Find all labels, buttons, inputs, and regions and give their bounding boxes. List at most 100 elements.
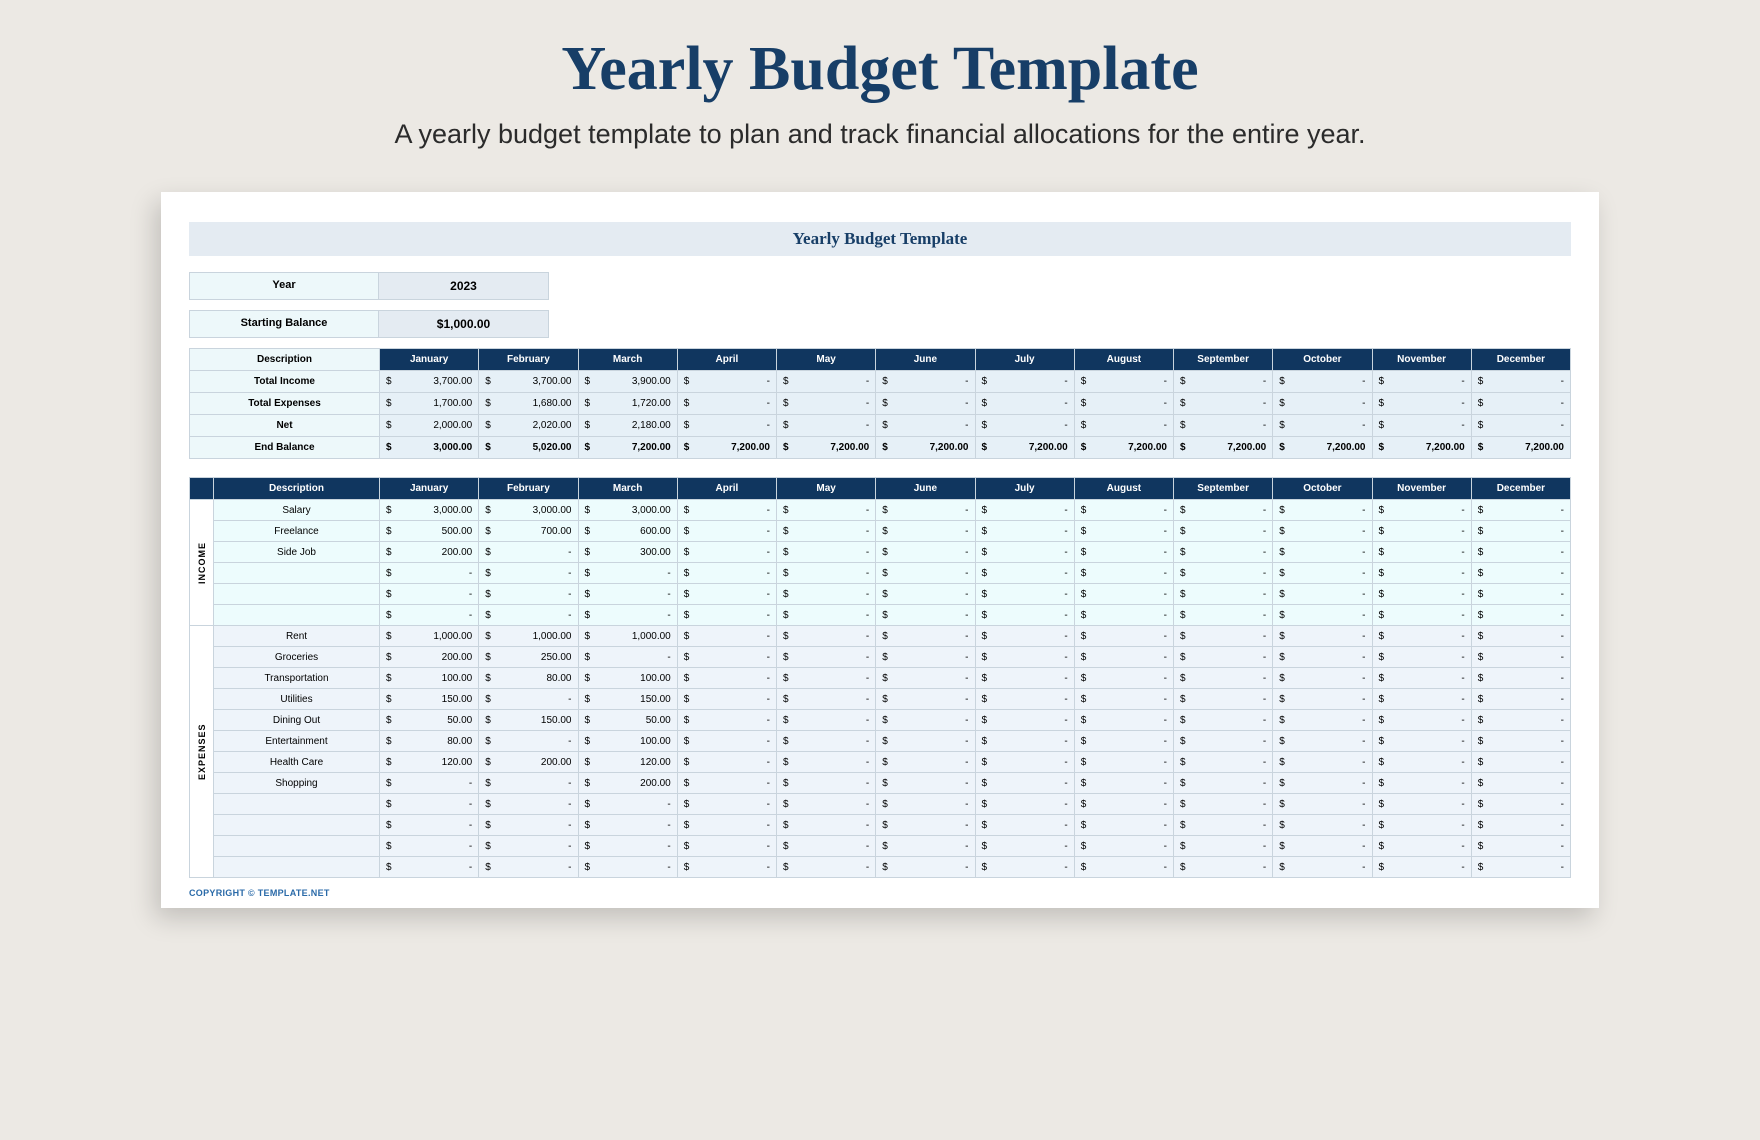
detail-cell: $-	[876, 710, 975, 731]
detail-description-header: Description	[214, 478, 380, 500]
detail-cell: $-	[380, 794, 479, 815]
detail-cell: $-	[1471, 836, 1570, 857]
detail-cell: $-	[677, 626, 776, 647]
detail-cell: $-	[1174, 857, 1273, 878]
detail-cell: $-	[876, 521, 975, 542]
summary-month-header: February	[479, 349, 578, 371]
detail-cell: $80.00	[380, 731, 479, 752]
detail-cell: $-	[1174, 647, 1273, 668]
detail-cell: $-	[975, 857, 1074, 878]
detail-cell: $-	[578, 836, 677, 857]
detail-cell: $-	[1174, 668, 1273, 689]
detail-cell: $-	[1074, 521, 1173, 542]
detail-cell: $3,000.00	[380, 500, 479, 521]
summary-cell: $-	[1273, 371, 1372, 393]
summary-month-header: August	[1074, 349, 1173, 371]
detail-cell: $-	[777, 647, 876, 668]
year-row: Year 2023	[189, 272, 1571, 300]
detail-cell: $-	[479, 731, 578, 752]
detail-row-label: Shopping	[214, 773, 380, 794]
detail-cell: $-	[975, 584, 1074, 605]
copyright: COPYRIGHT © TEMPLATE.NET	[189, 878, 1571, 898]
detail-cell: $-	[677, 647, 776, 668]
summary-month-header: October	[1273, 349, 1372, 371]
detail-cell: $-	[876, 668, 975, 689]
detail-cell: $-	[677, 815, 776, 836]
summary-cell: $7,200.00	[1471, 437, 1570, 459]
detail-cell: $-	[479, 857, 578, 878]
detail-cell: $-	[1174, 626, 1273, 647]
detail-cell: $120.00	[380, 752, 479, 773]
detail-month-header: December	[1471, 478, 1570, 500]
detail-cell: $-	[677, 773, 776, 794]
summary-month-header: November	[1372, 349, 1471, 371]
detail-cell: $-	[1372, 542, 1471, 563]
detail-cell: $-	[1273, 605, 1372, 626]
detail-cell: $1,000.00	[380, 626, 479, 647]
detail-cell: $-	[1372, 689, 1471, 710]
detail-cell: $-	[1074, 563, 1173, 584]
summary-row-label: Net	[190, 415, 380, 437]
detail-cell: $-	[1074, 647, 1173, 668]
detail-month-header: September	[1174, 478, 1273, 500]
detail-cell: $-	[479, 605, 578, 626]
detail-cell: $-	[677, 563, 776, 584]
detail-cell: $-	[1174, 605, 1273, 626]
detail-cell: $-	[578, 794, 677, 815]
detail-cell: $-	[1372, 668, 1471, 689]
detail-cell: $-	[975, 731, 1074, 752]
detail-cell: $-	[380, 773, 479, 794]
detail-cell: $-	[876, 689, 975, 710]
detail-cell: $-	[777, 857, 876, 878]
detail-cell: $-	[1174, 731, 1273, 752]
detail-cell: $200.00	[380, 542, 479, 563]
detail-cell: $-	[1273, 752, 1372, 773]
detail-row-label	[214, 584, 380, 605]
detail-cell: $-	[677, 584, 776, 605]
detail-cell: $-	[479, 584, 578, 605]
summary-cell: $-	[1174, 371, 1273, 393]
detail-cell: $-	[1174, 815, 1273, 836]
summary-cell: $7,200.00	[975, 437, 1074, 459]
summary-cell: $-	[1372, 415, 1471, 437]
detail-cell: $-	[1471, 563, 1570, 584]
detail-cell: $-	[777, 626, 876, 647]
summary-cell: $7,200.00	[1174, 437, 1273, 459]
detail-cell: $-	[1273, 836, 1372, 857]
detail-cell: $-	[1174, 521, 1273, 542]
summary-cell: $3,700.00	[380, 371, 479, 393]
summary-cell: $-	[1074, 415, 1173, 437]
summary-month-header: April	[677, 349, 776, 371]
detail-cell: $-	[479, 773, 578, 794]
detail-cell: $100.00	[578, 668, 677, 689]
detail-cell: $-	[1074, 836, 1173, 857]
detail-cell: $-	[876, 605, 975, 626]
detail-cell: $-	[479, 836, 578, 857]
detail-cell: $-	[777, 710, 876, 731]
detail-cell: $-	[777, 521, 876, 542]
detail-row-label	[214, 815, 380, 836]
summary-cell: $-	[1074, 371, 1173, 393]
detail-cell: $-	[1273, 773, 1372, 794]
detail-cell: $-	[1471, 752, 1570, 773]
detail-cell: $-	[975, 752, 1074, 773]
detail-cell: $-	[777, 836, 876, 857]
detail-cell: $50.00	[578, 710, 677, 731]
income-section-label: INCOME	[190, 500, 214, 626]
summary-cell: $3,000.00	[380, 437, 479, 459]
detail-cell: $1,000.00	[479, 626, 578, 647]
detail-cell: $-	[1471, 668, 1570, 689]
detail-cell: $-	[975, 794, 1074, 815]
detail-cell: $300.00	[578, 542, 677, 563]
detail-cell: $-	[1074, 752, 1173, 773]
detail-row-label	[214, 794, 380, 815]
detail-cell: $-	[1074, 815, 1173, 836]
summary-cell: $-	[876, 415, 975, 437]
detail-cell: $-	[1074, 710, 1173, 731]
detail-cell: $-	[1273, 647, 1372, 668]
detail-cell: $-	[677, 836, 776, 857]
detail-cell: $-	[479, 794, 578, 815]
detail-row-label: Freelance	[214, 521, 380, 542]
summary-cell: $-	[677, 371, 776, 393]
detail-cell: $-	[1074, 542, 1173, 563]
